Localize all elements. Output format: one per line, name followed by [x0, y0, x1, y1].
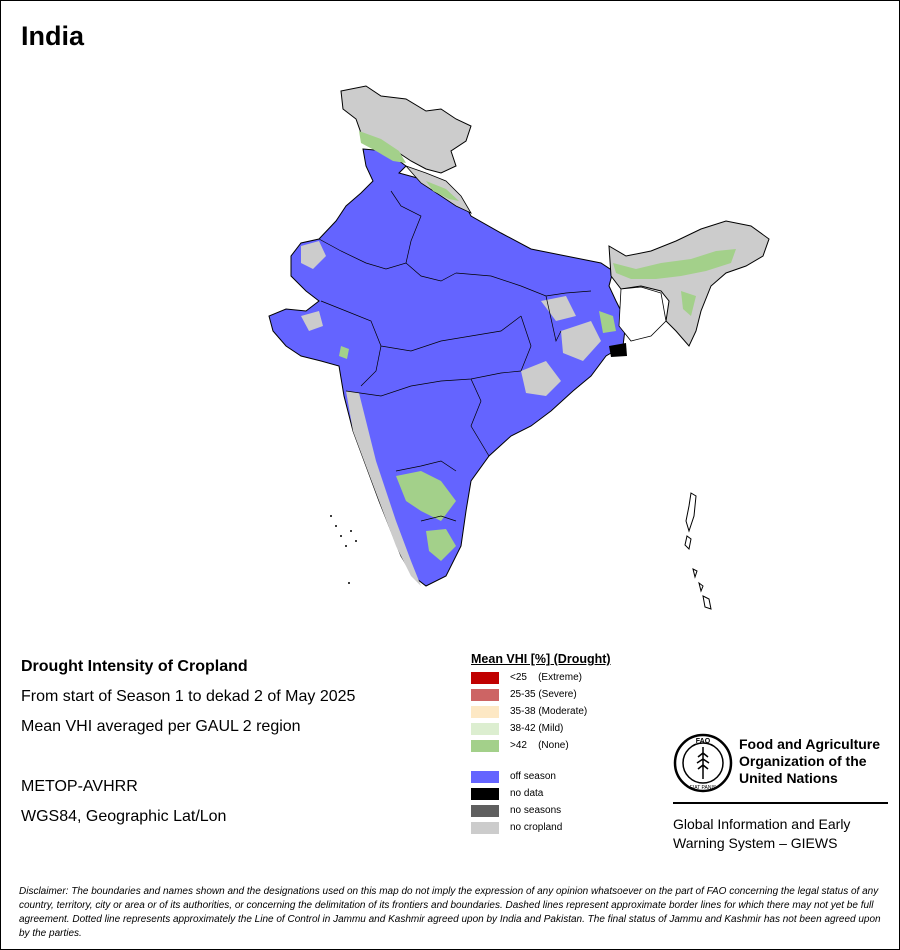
legend-swatch	[471, 672, 499, 684]
legend-swatch	[471, 771, 499, 783]
legend-row: 38-42 (Mild)	[471, 721, 671, 738]
giews-line: Warning System – GIEWS	[673, 835, 838, 851]
legend: Mean VHI [%] (Drought) <25 (Extreme) 25-…	[471, 652, 671, 837]
northeast-cropland	[681, 291, 696, 316]
legend-swatch	[471, 822, 499, 834]
fao-logo-text: FAO	[696, 738, 711, 745]
fao-name-line: Organization of the	[739, 753, 867, 769]
northern-region	[340, 85, 472, 174]
jharkhand-gray	[541, 296, 576, 321]
uttarakhand-cropland	[426, 181, 459, 201]
map-period: From start of Season 1 to dekad 2 of May…	[21, 688, 356, 705]
legend-label: <25 (Extreme)	[510, 672, 582, 683]
country-title: India	[21, 21, 85, 51]
fao-logo-motto: FIAT PANIS	[690, 785, 717, 791]
map-sensor: METOP-AVHRR	[21, 778, 138, 795]
legend-row: 25-35 (Severe)	[471, 687, 671, 704]
legend-swatch	[471, 788, 499, 800]
legend-row: no data	[471, 786, 671, 803]
fao-name-line: United Nations	[739, 770, 838, 786]
legend-swatch	[471, 706, 499, 718]
legend-row: off season	[471, 769, 671, 786]
western-ghats-gray	[346, 391, 421, 586]
map-method: Mean VHI averaged per GAUL 2 region	[21, 718, 301, 735]
legend-row: 35-38 (Moderate)	[471, 704, 671, 721]
legend-swatch	[471, 723, 499, 735]
fao-name-line: Food and Agriculture	[739, 736, 881, 752]
legend-swatch	[471, 805, 499, 817]
legend-label: no data	[510, 788, 544, 799]
andaman-nicobar-islands	[684, 492, 712, 610]
sundarbans-nodata	[609, 343, 627, 357]
legend-row: no seasons	[471, 803, 671, 820]
fao-logo: FAO FIAT PANIS	[673, 733, 733, 793]
giews-name: Global Information and Early Warning Sys…	[673, 815, 889, 853]
legend-swatch	[471, 689, 499, 701]
map-projection: WGS84, Geographic Lat/Lon	[21, 808, 227, 825]
central-gray	[521, 361, 561, 396]
tamilnadu-cropland	[426, 529, 456, 561]
assam-cropland	[613, 249, 736, 279]
state-boundaries	[318, 190, 592, 522]
india-map	[268, 85, 770, 610]
legend-title: Mean VHI [%] (Drought)	[471, 652, 611, 666]
bangladesh-notch	[618, 286, 667, 342]
gujarat-gray	[301, 311, 323, 331]
legend-label: 35-38 (Moderate)	[510, 706, 588, 717]
legend-label: 38-42 (Mild)	[510, 723, 564, 734]
lakshadweep-islands	[330, 515, 357, 584]
legend-row: no cropland	[471, 820, 671, 837]
legend-row: >42 (None)	[471, 738, 671, 755]
giews-line: Global Information and Early	[673, 816, 851, 832]
bengal-cropland	[599, 311, 616, 333]
fao-name: Food and Agriculture Organization of the…	[739, 736, 889, 787]
legend-label: 25-35 (Severe)	[510, 689, 577, 700]
legend-swatch	[471, 740, 499, 752]
odisha-gray	[561, 321, 601, 361]
fao-divider	[673, 802, 888, 804]
legend-label: off season	[510, 771, 556, 782]
legend-row: <25 (Extreme)	[471, 670, 671, 687]
disclaimer: Disclaimer: The boundaries and names sho…	[19, 886, 881, 939]
map-title: Drought Intensity of Cropland	[21, 658, 248, 675]
legend-label: no cropland	[510, 822, 563, 833]
himalayan-cropland	[359, 131, 406, 163]
legend-label: >42 (None)	[510, 740, 569, 751]
rajasthan-gray	[301, 241, 326, 269]
gujarat-cropland	[339, 346, 349, 359]
karnataka-cropland	[396, 471, 456, 521]
legend-label: no seasons	[510, 805, 562, 816]
india-mainland	[268, 148, 627, 587]
legend-spacer	[471, 755, 671, 769]
